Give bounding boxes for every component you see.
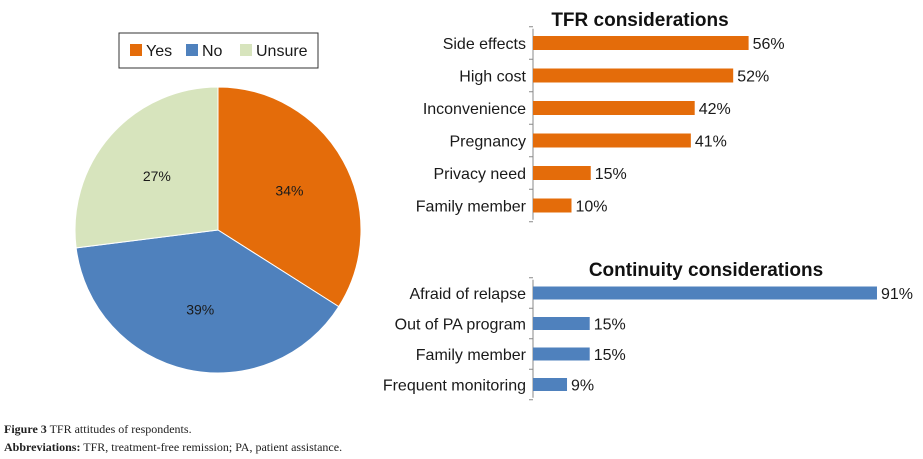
legend-yes-swatch (130, 44, 142, 56)
tfr-bar-family-member (533, 198, 572, 213)
pie-slice-unsure (74, 86, 219, 249)
tfr-bar-side-effects (533, 36, 749, 50)
continuity-value-afraid-of-relapse: 91% (881, 286, 913, 303)
legend-unsure-label: Unsure (256, 43, 308, 60)
pie-slice-yes-label: 34% (275, 183, 303, 199)
tfr-category-family-member: Family member (416, 199, 527, 216)
tfr-value-pregnancy: 41% (695, 134, 727, 151)
continuity-category-family-member: Family member (416, 347, 527, 364)
tfr-category-privacy-need: Privacy need (434, 166, 527, 183)
tfr-category-side-effects: Side effects (443, 36, 526, 53)
continuity-title: Continuity considerations (589, 260, 823, 281)
legend-no-swatch (186, 44, 198, 56)
pie-legend-box (118, 32, 319, 69)
tfr-bar-pregnancy (533, 133, 691, 148)
continuity-category-out-of-pa-program: Out of PA program (395, 317, 526, 334)
legend-unsure-swatch (240, 44, 252, 56)
continuity-category-frequent-monitoring: Frequent monitoring (383, 378, 526, 395)
pie-slice-no-label: 39% (186, 302, 214, 318)
continuity-value-frequent-monitoring: 9% (571, 378, 594, 395)
figure-caption: Figure 3 TFR attitudes of respondents. (4, 422, 192, 437)
tfr-bar-high-cost (533, 68, 734, 83)
continuity-value-out-of-pa-program: 15% (594, 317, 626, 334)
tfr-category-pregnancy: Pregnancy (450, 134, 527, 151)
tfr-value-high-cost: 52% (737, 69, 769, 86)
continuity-bar-out-of-pa-program (533, 317, 590, 330)
continuity-bar-afraid-of-relapse (533, 286, 877, 300)
tfr-value-inconvenience: 42% (699, 101, 731, 118)
legend-yes-label: Yes (146, 43, 172, 60)
pie-slice-no (75, 229, 340, 374)
figure-canvas: 34% 39% 27% Yes No Unsure TFR considerations Si… (74, 10, 913, 401)
tfr-bar-inconvenience (533, 101, 695, 115)
abbreviations-label: Abbreviations: (4, 440, 81, 454)
legend-no-label: No (202, 43, 223, 60)
abbreviations-note: Abbreviations: TFR, treatment-free remis… (4, 440, 342, 455)
figure-caption-text: TFR attitudes of respondents. (49, 422, 192, 436)
tfr-title: TFR considerations (551, 10, 728, 31)
continuity-bar-family-member (533, 347, 590, 361)
pie-slice-unsure-label: 27% (143, 168, 171, 184)
continuity-category-afraid-of-relapse: Afraid of relapse (409, 286, 526, 303)
continuity-bar-frequent-monitoring (533, 378, 568, 391)
continuity-value-family-member: 15% (594, 347, 626, 364)
tfr-value-side-effects: 56% (753, 36, 785, 53)
tfr-bar-privacy-need (533, 166, 591, 180)
figure-label: Figure 3 (4, 422, 47, 436)
tfr-value-privacy-need: 15% (595, 166, 627, 183)
abbreviations-text: TFR, treatment-free remission; PA, patie… (83, 440, 343, 454)
tfr-category-inconvenience: Inconvenience (423, 101, 526, 118)
tfr-category-high-cost: High cost (459, 69, 526, 86)
pie-slice-yes (217, 86, 362, 308)
tfr-value-family-member: 10% (576, 199, 608, 216)
